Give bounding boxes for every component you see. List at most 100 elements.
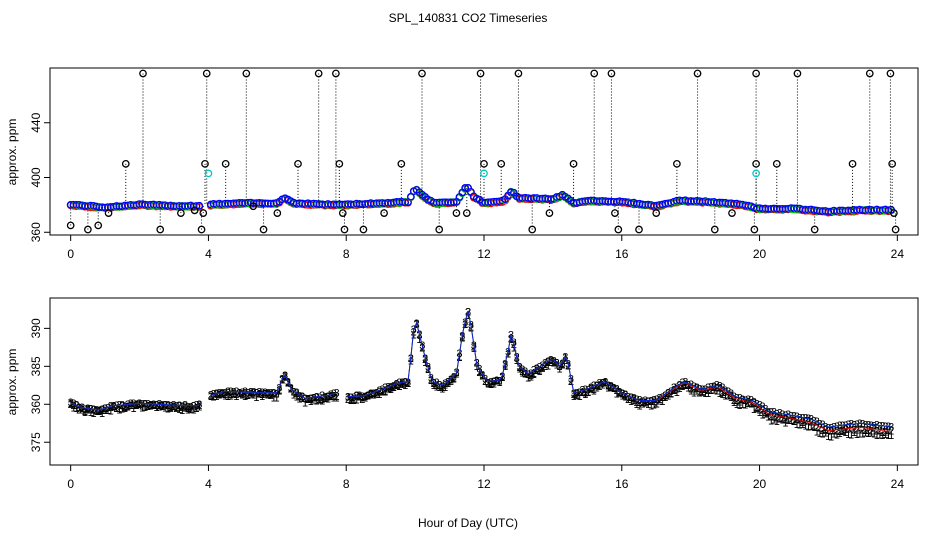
upper-y-tick-label: 400 <box>29 167 43 187</box>
outlier-point <box>528 225 537 234</box>
series-2-point: 2 <box>219 389 225 401</box>
series-2-point: 2 <box>685 380 691 392</box>
outlier-point <box>156 225 165 234</box>
series-2-point: 2 <box>331 390 337 402</box>
series-3-point: 3 <box>837 420 843 432</box>
series-1-point: 1 <box>391 382 397 394</box>
series-1-point: 1 <box>68 398 74 410</box>
outlier-point <box>359 225 368 234</box>
series-3-point: 3 <box>528 368 534 380</box>
series-1-point: 1 <box>491 379 497 391</box>
series-3-point: 3 <box>534 364 540 376</box>
series-2-point: 2 <box>505 348 511 360</box>
series-1-point: 1 <box>882 429 888 441</box>
series-1-point: 1 <box>888 430 894 442</box>
series-3-point <box>690 197 698 206</box>
series-1-point: 1 <box>728 392 734 404</box>
series-1-point: 1 <box>511 342 517 354</box>
outlier-point <box>752 159 760 168</box>
series-1-point: 1 <box>494 376 500 388</box>
series-2-point: 2 <box>333 391 339 403</box>
series-3-point: 3 <box>851 419 857 431</box>
outlier-point <box>197 225 206 234</box>
series-2-point: 2 <box>871 422 877 434</box>
series-1-point: 1 <box>559 359 565 371</box>
series-2-point: 2 <box>777 413 783 425</box>
upper-x-tick-label: 24 <box>891 247 905 261</box>
series-2-point: 2 <box>837 426 843 438</box>
outlier-point <box>418 69 426 78</box>
series-1-point: 1 <box>774 416 780 428</box>
series-1-point: 1 <box>791 416 797 428</box>
series-1-point: 1 <box>405 378 411 390</box>
series-1-point: 1 <box>208 391 214 403</box>
series-1-point: 1 <box>808 421 814 433</box>
series-1-point: 1 <box>222 391 228 403</box>
series-2-point: 2 <box>139 401 145 413</box>
series-1-point: 1 <box>142 402 148 414</box>
series-1-point: 1 <box>176 404 182 416</box>
series-2-point: 2 <box>488 378 494 390</box>
series-1-point: 1 <box>531 369 537 381</box>
outlier-point <box>259 225 268 234</box>
series-3-point: 3 <box>479 369 485 381</box>
series-1-point: 1 <box>499 372 505 384</box>
series-1-point: 1 <box>411 329 417 341</box>
lower-y-axis-label: approx. ppm <box>5 349 19 416</box>
series-2-point: 2 <box>299 391 305 403</box>
series-1-point: 1 <box>70 402 76 414</box>
series-1-point: 1 <box>216 389 222 401</box>
series-1-point: 1 <box>534 365 540 377</box>
series-1-point: 1 <box>211 391 217 403</box>
series-2-point: 2 <box>368 388 374 400</box>
outlier-point <box>121 159 130 168</box>
series-2-point: 2 <box>168 403 174 415</box>
series-3-point: 3 <box>216 388 222 400</box>
series-1-point: 1 <box>276 386 282 398</box>
series-1-point: 1 <box>694 386 700 398</box>
series-1-point: 1 <box>802 420 808 432</box>
series-1-point: 1 <box>637 400 643 412</box>
series-1-point: 1 <box>191 404 197 416</box>
series-1-point: 1 <box>754 403 760 415</box>
series-3-point: 3 <box>445 376 451 388</box>
series-1-point: 1 <box>759 409 765 421</box>
series-2-point: 2 <box>265 389 271 401</box>
series-2-point: 2 <box>376 385 382 397</box>
series-2-point: 2 <box>591 384 597 396</box>
series-1-point: 1 <box>454 369 460 381</box>
series-3-point: 3 <box>333 387 339 399</box>
outlier-point <box>772 159 781 168</box>
series-3-point <box>178 202 187 211</box>
series-1-point: 1 <box>674 387 680 399</box>
series-2-point: 2 <box>110 401 116 413</box>
series-1-point: 1 <box>151 400 157 412</box>
series-1-point: 1 <box>614 389 620 401</box>
series-3-point: 3 <box>259 387 265 399</box>
series-2-point: 2 <box>628 392 634 404</box>
series-2-point: 2 <box>276 385 282 397</box>
lower-data-layer: 1231231231231231231231231231231231231231… <box>68 306 895 443</box>
series-3-point: 3 <box>365 390 371 402</box>
series-2-point: 2 <box>359 394 365 406</box>
outlier-point <box>94 221 103 230</box>
series-1-point: 1 <box>788 415 794 427</box>
outlier-cyan-point <box>204 169 213 178</box>
series-2-point: 2 <box>148 399 154 411</box>
series-2-point: 2 <box>379 387 385 399</box>
series-2-point: 2 <box>571 389 577 401</box>
series-2-point: 2 <box>854 425 860 437</box>
series-3-point: 3 <box>762 404 768 416</box>
series-3-point: 3 <box>711 381 717 393</box>
series-1-point: 1 <box>502 361 508 373</box>
series-1-point: 1 <box>465 310 471 322</box>
series-1-point: 1 <box>697 388 703 400</box>
series-1-point: 1 <box>233 391 239 403</box>
series-3-point: 3 <box>880 421 886 433</box>
series-1-point: 1 <box>619 390 625 402</box>
series-2-point: 2 <box>639 399 645 411</box>
series-2-point: 2 <box>374 389 380 401</box>
series-1-point: 1 <box>228 391 234 403</box>
series-1-point: 1 <box>825 431 831 443</box>
series-3-point: 3 <box>551 356 557 368</box>
